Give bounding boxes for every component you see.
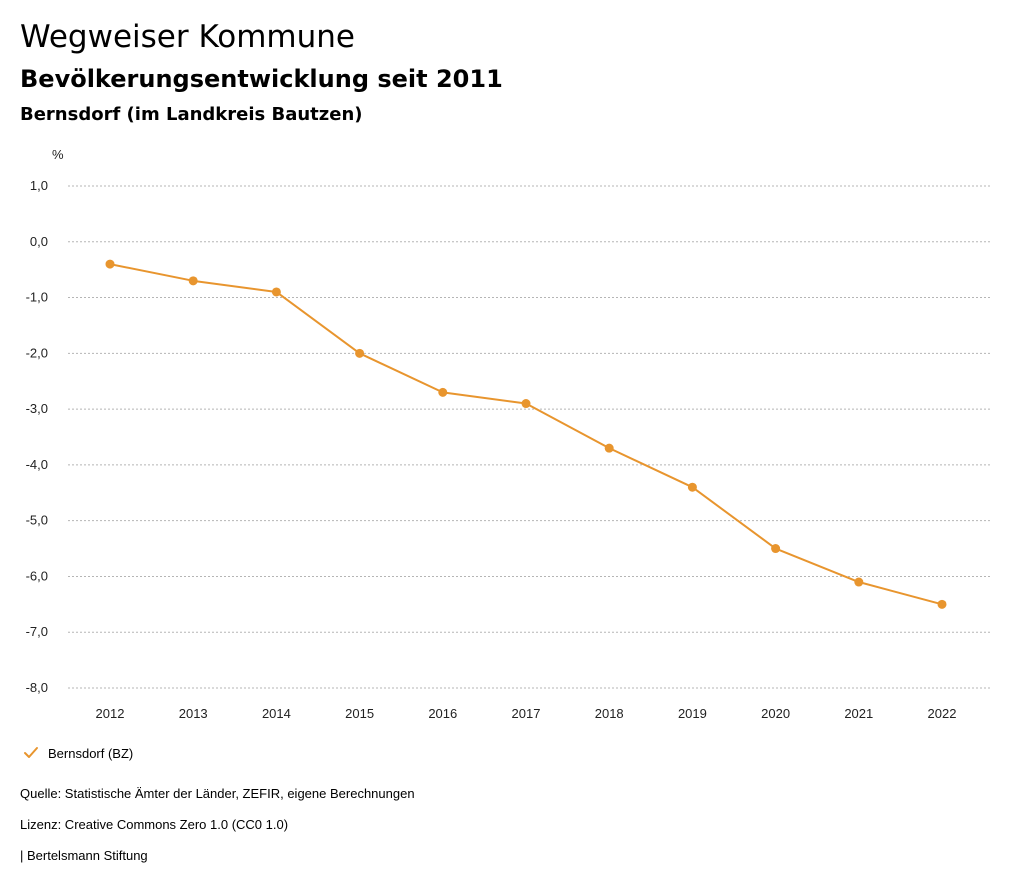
- license-note: Lizenz: Creative Commons Zero 1.0 (CC0 1…: [20, 817, 289, 832]
- check-icon: [24, 747, 38, 758]
- y-tick-label: -4,0: [26, 457, 48, 472]
- y-tick-label: 1,0: [30, 178, 48, 193]
- page-title: Wegweiser Kommune: [20, 19, 355, 55]
- y-tick-label: -3,0: [26, 401, 48, 416]
- data-point[interactable]: [438, 387, 448, 397]
- x-tick-label: 2014: [262, 706, 291, 721]
- y-tick-label: -6,0: [26, 568, 48, 583]
- x-tick-label: 2021: [844, 706, 873, 721]
- legend-label: Bernsdorf (BZ): [48, 745, 134, 761]
- data-point[interactable]: [355, 348, 365, 358]
- grid: [68, 185, 990, 689]
- data-point[interactable]: [521, 399, 531, 409]
- x-tick-label: 2018: [595, 706, 624, 721]
- x-tick-label: 2012: [96, 706, 125, 721]
- x-tick-label: 2017: [512, 706, 541, 721]
- data-point[interactable]: [854, 577, 864, 587]
- x-tick-label: 2016: [428, 706, 457, 721]
- data-point[interactable]: [271, 287, 281, 297]
- legend-item-bernsdorf[interactable]: Bernsdorf (BZ): [22, 744, 133, 762]
- data-point[interactable]: [687, 482, 697, 492]
- y-unit-label: %: [52, 147, 64, 162]
- x-axis-ticks: 2012 2013 2014 2015 2016 2017 2018 2019 2020 2021…: [96, 706, 957, 721]
- series-line: [109, 263, 943, 606]
- data-point[interactable]: [771, 544, 781, 554]
- chart-subtitle: Bevölkerungsentwicklung seit 2011: [20, 65, 503, 93]
- y-tick-label: -1,0: [26, 290, 48, 305]
- x-tick-label: 2019: [678, 706, 707, 721]
- data-point[interactable]: [604, 443, 614, 453]
- y-tick-label: -2,0: [26, 345, 48, 360]
- y-tick-label: -5,0: [26, 513, 48, 528]
- publisher-note: | Bertelsmann Stiftung: [20, 848, 148, 863]
- y-axis-ticks: 1,0 0,0 -1,0 -2,0 -3,0 -4,0 -5,0 -6,0 -7,0 -8,0: [26, 178, 48, 695]
- line-chart: % 1,0 0,0 -1,0 -2,0 -3,0 -4,0 -5,0 -6,0 -7,0 -8,0…: [26, 147, 990, 721]
- y-tick-label: -7,0: [26, 624, 48, 639]
- series-layer: [105, 259, 947, 609]
- y-tick-label: 0,0: [30, 234, 48, 249]
- x-tick-label: 2015: [345, 706, 374, 721]
- x-tick-label: 2020: [761, 706, 790, 721]
- x-tick-label: 2013: [179, 706, 208, 721]
- source-note: Quelle: Statistische Ämter der Länder, Z…: [20, 786, 415, 801]
- data-point[interactable]: [188, 276, 198, 286]
- region-title: Bernsdorf (im Landkreis Bautzen): [20, 104, 363, 125]
- y-tick-label: -8,0: [26, 680, 48, 695]
- data-point[interactable]: [937, 599, 947, 609]
- x-tick-label: 2022: [928, 706, 957, 721]
- data-point[interactable]: [105, 259, 115, 269]
